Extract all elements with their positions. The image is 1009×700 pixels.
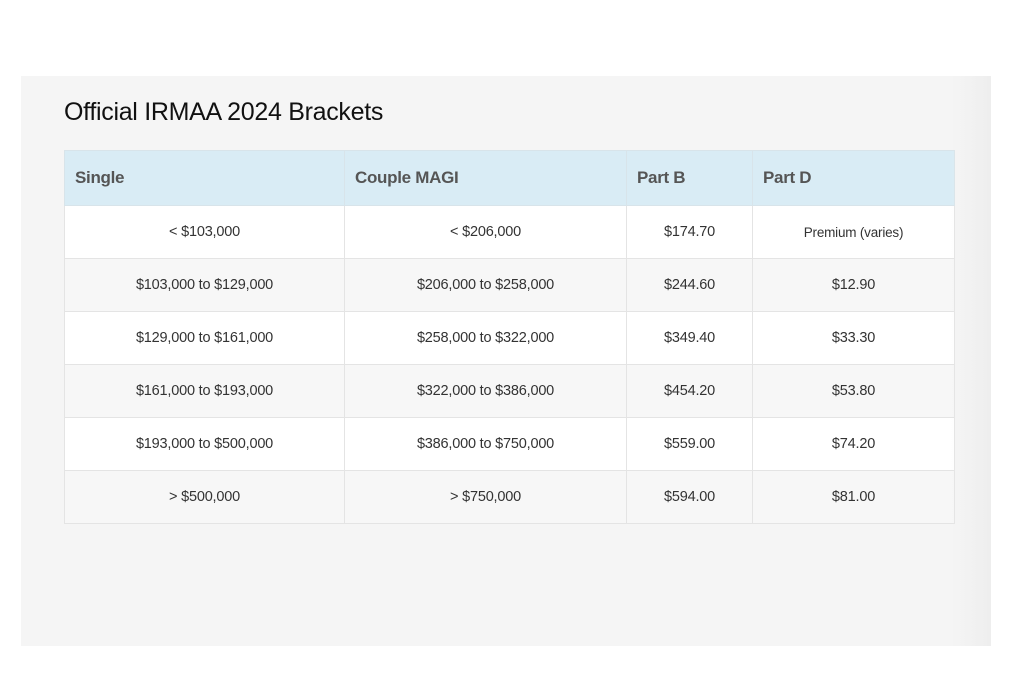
- table-row: $193,000 to $500,000 $386,000 to $750,00…: [64, 417, 955, 471]
- table-row: $161,000 to $193,000 $322,000 to $386,00…: [64, 364, 955, 418]
- table-header-row: Single Couple MAGI Part B Part D: [64, 150, 955, 206]
- cell-single: $129,000 to $161,000: [64, 311, 345, 365]
- cell-part-b: $594.00: [626, 470, 753, 524]
- cell-single: > $500,000: [64, 470, 345, 524]
- cell-part-d: $81.00: [752, 470, 955, 524]
- cell-part-d: $74.20: [752, 417, 955, 471]
- cell-part-b: $174.70: [626, 205, 753, 259]
- content-panel: Official IRMAA 2024 Brackets Single Coup…: [21, 76, 991, 646]
- cell-single: $193,000 to $500,000: [64, 417, 345, 471]
- cell-part-b: $244.60: [626, 258, 753, 312]
- cell-couple-magi: < $206,000: [344, 205, 627, 259]
- cell-part-d: $12.90: [752, 258, 955, 312]
- table-row: > $500,000 > $750,000 $594.00 $81.00: [64, 470, 955, 524]
- cell-part-d: Premium (varies): [752, 205, 955, 259]
- cell-part-d: $33.30: [752, 311, 955, 365]
- header-part-b: Part B: [626, 150, 753, 206]
- header-part-d: Part D: [752, 150, 955, 206]
- table-row: $103,000 to $129,000 $206,000 to $258,00…: [64, 258, 955, 312]
- table-row: $129,000 to $161,000 $258,000 to $322,00…: [64, 311, 955, 365]
- cell-couple-magi: $386,000 to $750,000: [344, 417, 627, 471]
- cell-part-d: $53.80: [752, 364, 955, 418]
- cell-couple-magi: $322,000 to $386,000: [344, 364, 627, 418]
- cell-single: $161,000 to $193,000: [64, 364, 345, 418]
- cell-single: < $103,000: [64, 205, 345, 259]
- table-row: < $103,000 < $206,000 $174.70 Premium (v…: [64, 205, 955, 259]
- cell-part-b: $454.20: [626, 364, 753, 418]
- header-single: Single: [64, 150, 345, 206]
- cell-couple-magi: > $750,000: [344, 470, 627, 524]
- cell-part-b: $559.00: [626, 417, 753, 471]
- section-title: Official IRMAA 2024 Brackets: [64, 98, 384, 126]
- cell-part-b: $349.40: [626, 311, 753, 365]
- cell-single: $103,000 to $129,000: [64, 258, 345, 312]
- cell-couple-magi: $206,000 to $258,000: [344, 258, 627, 312]
- header-couple-magi: Couple MAGI: [344, 150, 627, 206]
- cell-couple-magi: $258,000 to $322,000: [344, 311, 627, 365]
- irmaa-brackets-table: Single Couple MAGI Part B Part D < $103,…: [64, 150, 955, 524]
